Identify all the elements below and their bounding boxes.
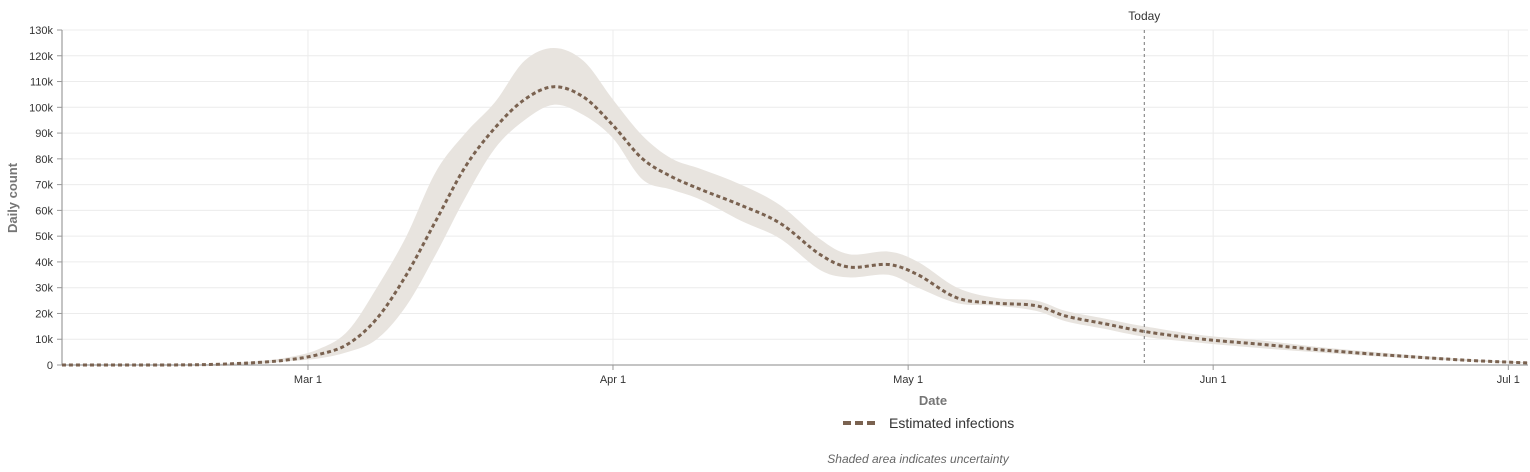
y-tick-label: 20k bbox=[35, 308, 53, 320]
y-axis-ticks: 0 10k 20k 30k 40k 50k 60k 70k 80k 90k 100k 110k 120k… bbox=[29, 25, 62, 372]
legend[interactable]: Estimated infections bbox=[843, 415, 1014, 431]
x-tick-label: Jul 1 bbox=[1497, 374, 1520, 386]
legend-label: Estimated infections bbox=[889, 415, 1015, 431]
x-tick-label: Apr 1 bbox=[600, 374, 626, 386]
footnote: Shaded area indicates uncertainty bbox=[827, 452, 1009, 466]
y-tick-label: 40k bbox=[35, 257, 53, 269]
x-tick-label: Mar 1 bbox=[294, 374, 322, 386]
x-axis-ticks: Mar 1 Apr 1 May 1 Jun 1 Jul 1 bbox=[294, 365, 1520, 386]
today-label: Today bbox=[1128, 9, 1160, 23]
legend-swatch-dashed-line-icon bbox=[843, 421, 875, 425]
x-tick-label: Jun 1 bbox=[1200, 374, 1227, 386]
y-tick-label: 70k bbox=[35, 180, 53, 192]
y-tick-label: 60k bbox=[35, 205, 53, 217]
y-tick-label: 10k bbox=[35, 334, 53, 346]
y-tick-label: 50k bbox=[35, 231, 53, 243]
y-tick-label: 130k bbox=[29, 25, 53, 37]
y-axis-label: Daily count bbox=[5, 162, 20, 233]
y-tick-label: 0 bbox=[47, 360, 53, 372]
y-tick-label: 100k bbox=[29, 102, 53, 114]
y-tick-label: 110k bbox=[30, 77, 54, 89]
y-tick-label: 30k bbox=[35, 283, 53, 295]
series-line-estimated-infections[interactable] bbox=[61, 85, 1529, 367]
x-axis-label: Date bbox=[919, 393, 947, 408]
uncertainty-band bbox=[62, 48, 1528, 366]
gridlines bbox=[62, 29, 1528, 366]
y-tick-label: 80k bbox=[35, 154, 53, 166]
x-tick-label: May 1 bbox=[893, 374, 923, 386]
y-tick-label: 120k bbox=[29, 51, 53, 63]
y-tick-label: 90k bbox=[35, 128, 53, 140]
